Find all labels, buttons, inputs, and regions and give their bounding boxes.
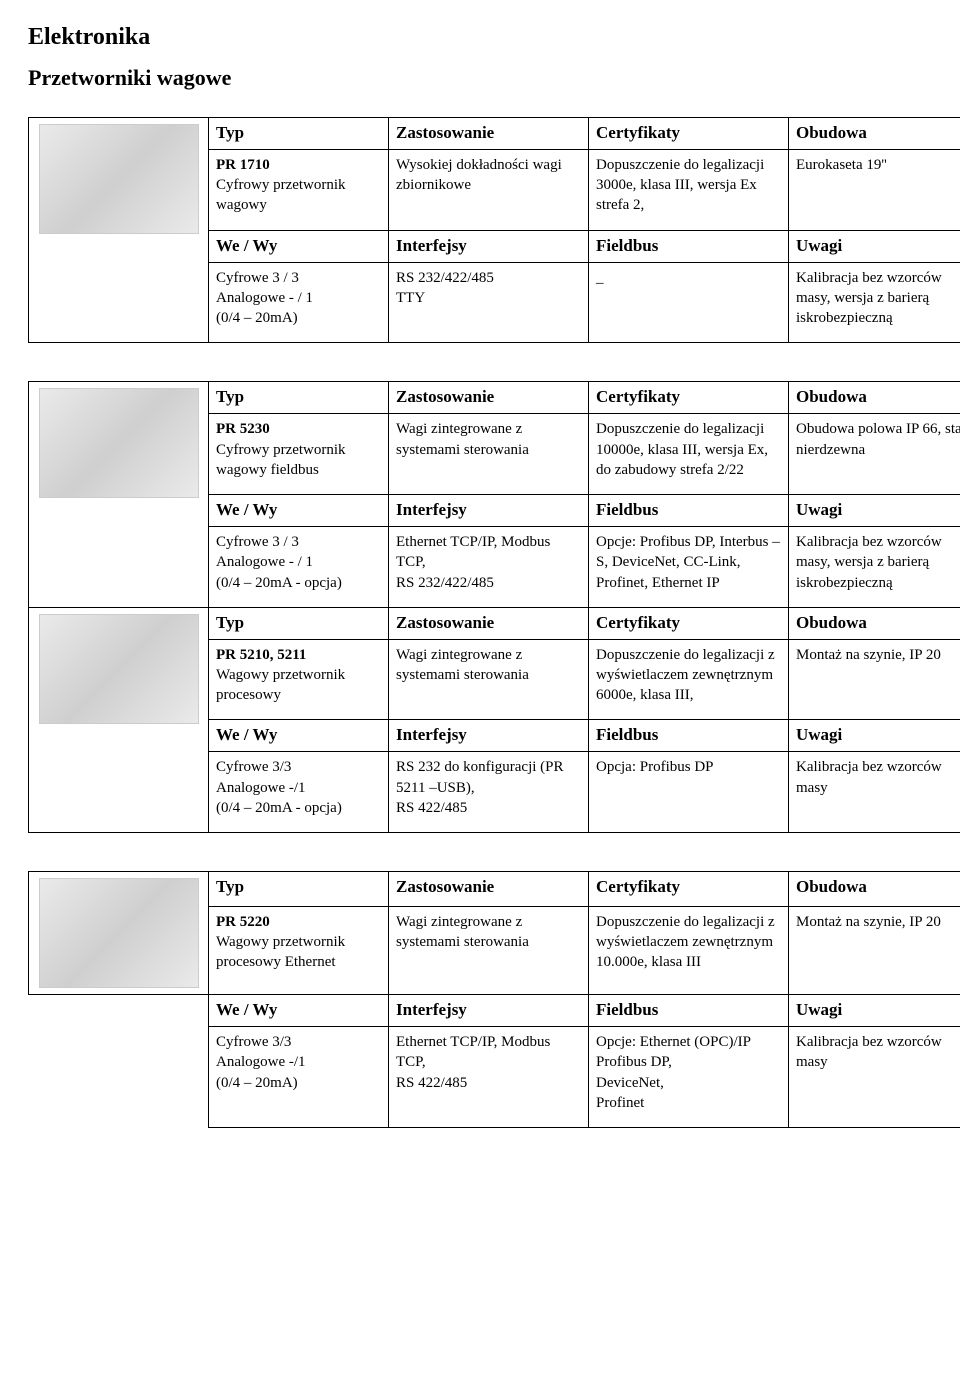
header-uwagi: Uwagi [789,995,960,1027]
product-block-pr5220: Typ Zastosowanie Certyfikaty Obudowa PR … [28,871,932,1128]
header-fieldbus: Fieldbus [589,995,789,1027]
header-fieldbus: Fieldbus [589,495,789,527]
cell-wewy: Cyfrowe 3 / 3Analogowe - / 1 (0/4 – 20mA… [209,527,389,608]
image-placeholder [39,878,199,988]
cell-intf: Ethernet TCP/IP, Modbus TCP,RS 422/485 [389,1027,589,1128]
cell-typ: PR 5230Cyfrowy przetwornik wagowy fieldb… [209,414,389,495]
cell-cert: Dopuszczenie do legalizacji 3000e, klasa… [589,149,789,230]
product-block-pr1710: Typ Zastosowanie Certyfikaty Obudowa PR … [28,117,932,343]
image-placeholder [39,124,199,234]
cell-intf: RS 232 do konfiguracji (PR 5211 –USB),RS… [389,752,589,833]
header-fieldbus: Fieldbus [589,720,789,752]
page-title: Elektronika [28,24,932,51]
cell-zast: Wagi zintegrowane z systemami sterowania [389,906,589,994]
cell-cert: Dopuszczenie do legalizacji z wyświetlac… [589,639,789,720]
cell-fb: Opcja: Profibus DP [589,752,789,833]
cell-wewy: Cyfrowe 3 / 3Analogowe - / 1 (0/4 – 20mA… [209,262,389,343]
cell-uw: Kalibracja bez wzorców masy, wersja z ba… [789,527,960,608]
cell-intf: Ethernet TCP/IP, Modbus TCP,RS 232/422/4… [389,527,589,608]
header-typ: Typ [209,118,389,150]
header-interfejsy: Interfejsy [389,230,589,262]
empty-image-cell [29,995,209,1128]
header-uwagi: Uwagi [789,720,960,752]
product-image-pr5220 [29,872,209,995]
header-obudowa: Obudowa [789,607,960,639]
header-typ: Typ [209,382,389,414]
cell-typ: PR 5210, 5211Wagowy przetwornik procesow… [209,639,389,720]
image-placeholder [39,614,199,724]
cell-obud: Montaż na szynie, IP 20 [789,906,960,994]
header-uwagi: Uwagi [789,495,960,527]
image-placeholder [39,388,199,498]
product-block-pr5230-5210: Typ Zastosowanie Certyfikaty Obudowa PR … [28,381,932,833]
header-interfejsy: Interfejsy [389,495,589,527]
cell-intf: RS 232/422/485TTY [389,262,589,343]
header-zastosowanie: Zastosowanie [389,607,589,639]
cell-wewy: Cyfrowe 3/3Analogowe -/1 (0/4 – 20mA - o… [209,752,389,833]
cell-uw: Kalibracja bez wzorców masy, wersja z ba… [789,262,960,343]
header-wewy: We / Wy [209,495,389,527]
cell-uw: Kalibracja bez wzorców masy [789,752,960,833]
header-certyfikaty: Certyfikaty [589,872,789,907]
header-zastosowanie: Zastosowanie [389,872,589,907]
cell-obud: Eurokaseta 19'' [789,149,960,230]
cell-wewy: Cyfrowe 3/3Analogowe -/1 (0/4 – 20mA) [209,1027,389,1128]
header-obudowa: Obudowa [789,872,960,907]
header-zastosowanie: Zastosowanie [389,118,589,150]
header-uwagi: Uwagi [789,230,960,262]
header-wewy: We / Wy [209,720,389,752]
product-image-pr5210 [29,607,209,832]
cell-fb: Opcje: Profibus DP, Interbus – S, Device… [589,527,789,608]
header-wewy: We / Wy [209,230,389,262]
page-subtitle: Przetworniki wagowe [28,65,932,91]
header-wewy: We / Wy [209,995,389,1027]
header-interfejsy: Interfejsy [389,995,589,1027]
cell-fb: Opcje: Ethernet (OPC)/IPProfibus DP,Devi… [589,1027,789,1128]
cell-zast: Wysokiej dokładności wagi zbiornikowe [389,149,589,230]
cell-obud: Montaż na szynie, IP 20 [789,639,960,720]
product-image-pr5230 [29,382,209,607]
header-certyfikaty: Certyfikaty [589,118,789,150]
cell-zast: Wagi zintegrowane z systemami sterowania [389,414,589,495]
header-fieldbus: Fieldbus [589,230,789,262]
header-obudowa: Obudowa [789,382,960,414]
header-certyfikaty: Certyfikaty [589,607,789,639]
cell-cert: Dopuszczenie do legalizacji z wyświetlac… [589,906,789,994]
cell-obud: Obudowa polowa IP 66, stal nierdzewna [789,414,960,495]
header-zastosowanie: Zastosowanie [389,382,589,414]
header-typ: Typ [209,872,389,907]
cell-uw: Kalibracja bez wzorców masy [789,1027,960,1128]
header-certyfikaty: Certyfikaty [589,382,789,414]
header-typ: Typ [209,607,389,639]
product-image-pr1710 [29,118,209,343]
cell-typ: PR 1710Cyfrowy przetwornik wagowy [209,149,389,230]
cell-typ: PR 5220Wagowy przetwornik procesowy Ethe… [209,906,389,994]
header-obudowa: Obudowa [789,118,960,150]
cell-zast: Wagi zintegrowane z systemami sterowania [389,639,589,720]
cell-cert: Dopuszczenie do legalizacji 10000e, klas… [589,414,789,495]
cell-fb: _ [589,262,789,343]
header-interfejsy: Interfejsy [389,720,589,752]
